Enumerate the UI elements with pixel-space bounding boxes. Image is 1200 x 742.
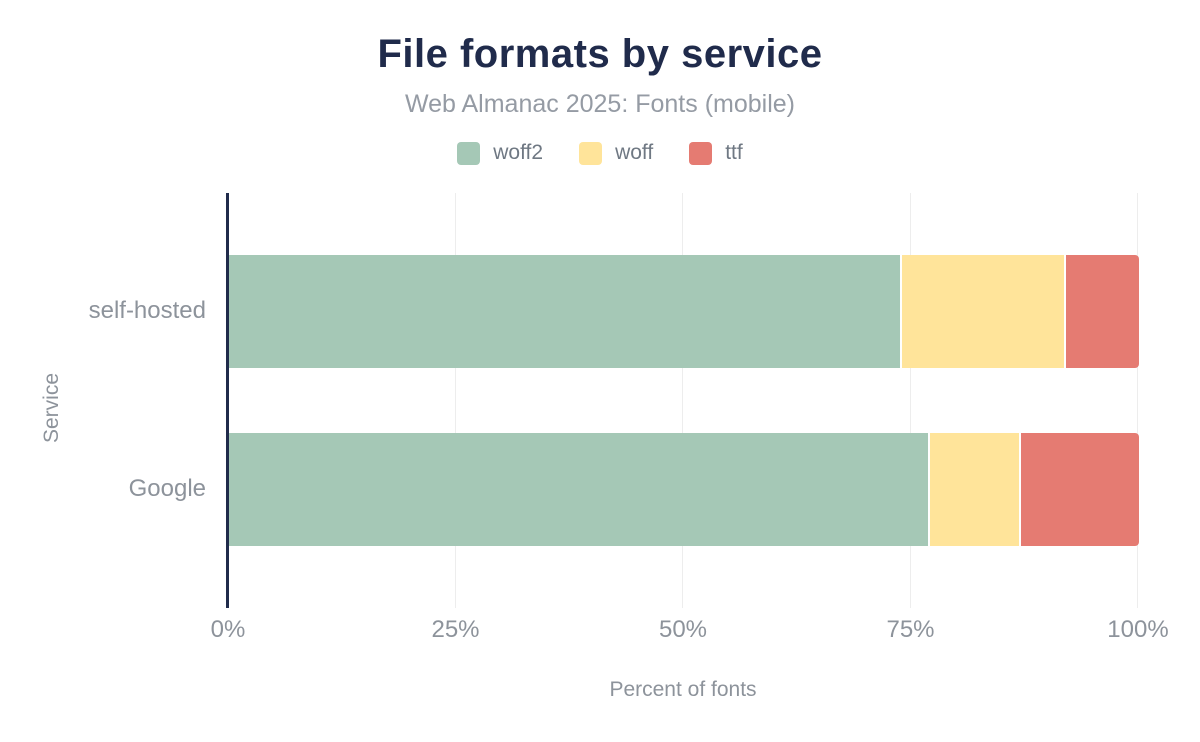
legend: woff2 woff ttf — [0, 141, 1200, 165]
bar-segment-ttf — [1020, 433, 1139, 546]
gridline-25 — [454, 193, 456, 608]
legend-item-ttf: ttf — [689, 141, 743, 165]
bar-segment-woff — [929, 433, 1021, 546]
bar-segment-woff2 — [229, 255, 903, 368]
gridline-75 — [909, 193, 911, 608]
category-label-self-hosted: self-hosted — [88, 297, 206, 324]
gridline-50 — [682, 193, 683, 608]
chart-subtitle: Web Almanac 2025: Fonts (mobile) — [404, 90, 795, 118]
x-tick-label-75: 75% — [886, 616, 935, 643]
plot-area — [226, 193, 1139, 608]
legend-item-woff: woff — [579, 141, 653, 165]
gridline-100 — [1137, 193, 1138, 608]
legend-label-woff: woff — [615, 141, 654, 164]
bar-segment-woff2 — [229, 433, 930, 546]
legend-item-woff2: woff2 — [457, 141, 543, 165]
bar-google — [229, 433, 1139, 546]
y-axis-line — [226, 193, 229, 608]
legend-label-woff2: woff2 — [493, 141, 544, 164]
x-axis-title: Percent of fonts — [609, 678, 757, 701]
legend-swatch-ttf — [689, 141, 713, 165]
legend-swatch-woff — [579, 141, 603, 165]
legend-label-ttf: ttf — [725, 141, 743, 164]
x-tick-label-25: 25% — [431, 616, 480, 643]
x-tick-label-100: 100% — [1107, 616, 1169, 643]
bar-segment-ttf — [1066, 255, 1139, 368]
y-axis-title: Service — [40, 372, 63, 444]
bar-self-hosted — [229, 255, 1139, 368]
legend-swatch-woff2 — [457, 141, 481, 165]
bar-segment-woff — [902, 255, 1067, 368]
x-tick-label-0: 0% — [210, 616, 246, 643]
category-label-google: Google — [128, 475, 206, 502]
chart-title: File formats by service — [377, 32, 823, 76]
x-tick-label-50: 50% — [658, 616, 708, 643]
